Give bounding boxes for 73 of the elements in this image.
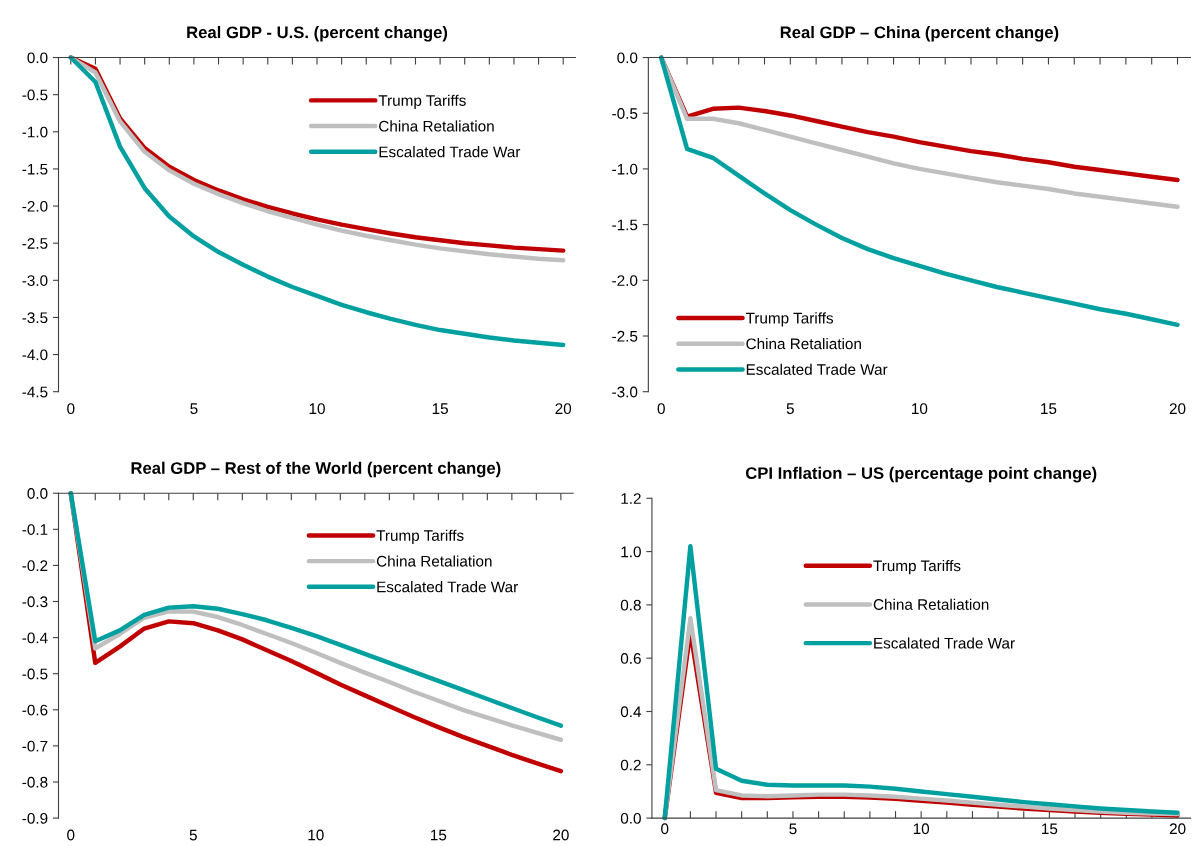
legend-label: China Retaliation bbox=[873, 598, 989, 610]
y-tick-label: -2.5 bbox=[612, 330, 638, 342]
y-tick-label: 0.0 bbox=[617, 52, 638, 64]
x-tick-label: 0 bbox=[661, 823, 669, 835]
x-tick-label: 0 bbox=[657, 403, 665, 415]
y-tick-label: 0.2 bbox=[620, 759, 641, 771]
y-tick-label: -0.4 bbox=[22, 632, 48, 644]
y-tick-label: -2.0 bbox=[612, 275, 638, 286]
chart-title: Real GDP – China (percent change) bbox=[780, 26, 1059, 42]
y-tick-label: -0.1 bbox=[22, 524, 48, 535]
y-tick-label: -2.0 bbox=[22, 200, 48, 212]
y-tick-label: -2.5 bbox=[22, 238, 48, 249]
y-tick-label: -3.0 bbox=[612, 386, 638, 398]
x-tick-label: 5 bbox=[789, 823, 797, 835]
legend-label: Escalated Trade War bbox=[746, 363, 888, 375]
y-tick-label: -0.5 bbox=[22, 89, 48, 101]
y-tick-label: 0.0 bbox=[27, 488, 48, 499]
y-tick-label: -1.0 bbox=[22, 126, 48, 138]
y-tick-label: 0.4 bbox=[620, 706, 642, 718]
x-tick-label: 20 bbox=[553, 829, 569, 841]
y-tick-label: 1.2 bbox=[621, 493, 641, 504]
x-tick-label: 15 bbox=[1042, 823, 1058, 835]
x-tick-label: 10 bbox=[912, 403, 928, 415]
line-series bbox=[662, 544, 1180, 821]
x-tick-label: 10 bbox=[308, 829, 324, 841]
y-tick-label: -3.0 bbox=[22, 275, 48, 286]
x-tick-label: 5 bbox=[190, 403, 198, 415]
y-tick-label: 0.8 bbox=[620, 599, 641, 611]
x-tick-label: 5 bbox=[786, 403, 794, 415]
x-tick-label: 0 bbox=[67, 829, 75, 841]
legend-label: China Retaliation bbox=[376, 555, 492, 567]
x-tick-label: 20 bbox=[555, 403, 572, 415]
x-tick-label: 20 bbox=[1169, 823, 1186, 835]
y-tick-label: -0.5 bbox=[612, 108, 638, 119]
legend-label: Trump Tariffs bbox=[378, 94, 466, 109]
y-tick-label: -4.0 bbox=[22, 349, 48, 361]
y-tick-label: 0.6 bbox=[620, 653, 641, 664]
y-tick-label: -0.6 bbox=[22, 704, 48, 716]
x-tick-label: 0 bbox=[67, 403, 75, 415]
chart-title: Real GDP - U.S. (percent change) bbox=[187, 26, 448, 42]
y-tick-label: -1.5 bbox=[22, 163, 48, 175]
y-tick-label: -1.0 bbox=[612, 163, 638, 175]
y-tick-label: 1.0 bbox=[621, 546, 641, 558]
legend-label: Escalated Trade War bbox=[874, 637, 1015, 649]
y-tick-label: -0.5 bbox=[22, 668, 48, 680]
y-tick-label: -3.5 bbox=[22, 312, 48, 324]
line-series bbox=[68, 55, 566, 348]
x-tick-label: 15 bbox=[432, 403, 448, 415]
y-tick-label: -0.2 bbox=[22, 560, 48, 572]
x-tick-label: 15 bbox=[1041, 403, 1057, 415]
x-tick-label: 10 bbox=[309, 403, 325, 415]
y-tick-label: 0.0 bbox=[27, 52, 48, 64]
chart-title: Real GDP – Rest of the World (percent change) bbox=[131, 461, 501, 478]
x-tick-label: 20 bbox=[1169, 403, 1186, 415]
chart-title: CPI Inflation – US (percentage point change) bbox=[745, 466, 1097, 483]
y-tick-label: -1.5 bbox=[612, 219, 638, 231]
legend-label: Escalated Trade War bbox=[377, 581, 518, 593]
x-tick-label: 5 bbox=[189, 829, 197, 841]
legend-label: Trump Tariffs bbox=[745, 312, 834, 327]
y-tick-label: -0.9 bbox=[22, 812, 48, 824]
line-series bbox=[659, 55, 1180, 328]
legend-label: Trump Tariffs bbox=[873, 560, 961, 575]
y-tick-label: 0.0 bbox=[620, 812, 641, 824]
legend-label: Trump Tariffs bbox=[376, 529, 464, 544]
y-tick-label: -0.8 bbox=[22, 776, 48, 788]
legend-label: Escalated Trade War bbox=[379, 146, 521, 158]
y-tick-label: -4.5 bbox=[22, 386, 48, 398]
y-tick-label: -0.7 bbox=[22, 740, 48, 752]
x-tick-label: 15 bbox=[431, 829, 447, 841]
x-tick-label: 10 bbox=[913, 823, 930, 835]
legend-label: China Retaliation bbox=[746, 338, 861, 350]
legend-label: China Retaliation bbox=[379, 120, 494, 132]
y-tick-label: -0.3 bbox=[22, 596, 48, 608]
